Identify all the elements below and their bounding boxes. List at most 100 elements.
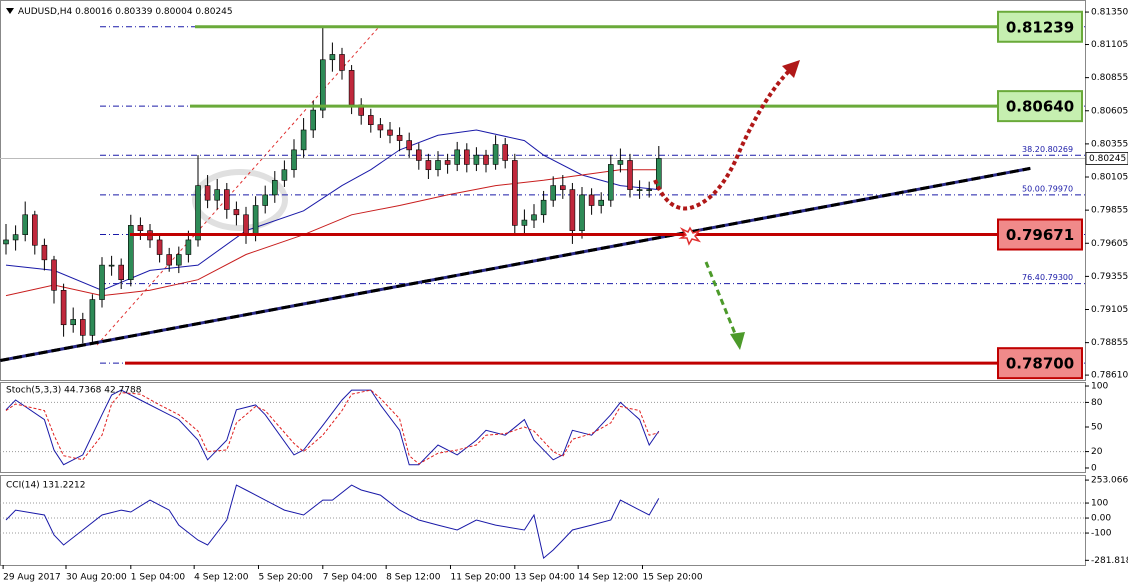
y-tick-label: 0.80105 [1091, 173, 1128, 183]
x-tick-label: 8 Sep 12:00 [386, 573, 441, 583]
cci-frame [0, 475, 1086, 566]
candle-body [319, 59, 326, 111]
candle-body [41, 244, 48, 261]
up-arrow [653, 68, 792, 211]
price-box-label: 0.80245 [1089, 154, 1126, 164]
candle-body [31, 214, 38, 246]
candle-body [502, 144, 509, 161]
candle-body [214, 189, 220, 201]
candle-body [540, 199, 547, 216]
candle-body [137, 225, 144, 231]
header-high: 0.80339 [115, 7, 152, 17]
level-label: 0.80640 [1006, 98, 1074, 116]
line [5, 484, 660, 560]
header: AUDUSD,H4 0.80016 0.80339 0.80004 0.8024… [18, 7, 233, 17]
fib-ratio: 76.4 [1022, 273, 1040, 282]
x-tick-label: 1 Sep 04:00 [131, 573, 186, 583]
x-tick-label: 7 Sep 04:00 [323, 573, 378, 583]
candle-body [396, 134, 403, 141]
trendline-dash [0, 166, 1031, 362]
candle-body [166, 254, 172, 266]
candle-body [598, 199, 605, 206]
candle-body [627, 160, 633, 190]
y-tick-label: 0 [1091, 463, 1097, 473]
candle-body [646, 189, 653, 191]
level-box [997, 218, 1083, 251]
candle-body [233, 209, 240, 216]
candle-body [51, 259, 57, 291]
y-tick-label: 20 [1091, 447, 1103, 457]
y-tick-label: 0.81350 [1091, 8, 1128, 18]
watermark-logo [192, 169, 288, 231]
candle-body [262, 194, 269, 206]
candle-body [271, 180, 278, 196]
y-tick-label: 100 [1091, 499, 1108, 509]
candle-body [463, 149, 470, 165]
fib-diagonal [96, 27, 379, 346]
y-tick-label: 0.00 [1091, 514, 1111, 524]
candle-body [559, 185, 566, 190]
candle-body [339, 54, 345, 71]
candle-body [224, 189, 230, 210]
x-tick-label: 4 Sep 12:00 [194, 573, 249, 583]
candle-body [531, 214, 537, 221]
candle-body [348, 70, 355, 106]
stoch-title: Stoch(5,3,3) 44.7368 42.7788 [6, 386, 142, 396]
candle-body [291, 149, 297, 171]
candle-body [22, 214, 29, 235]
y-tick-label: 50 [1091, 423, 1103, 433]
candle-body [60, 289, 67, 326]
symbol: AUDUSD,H4 [18, 7, 73, 17]
y-tick-label: 0.81105 [1091, 40, 1128, 50]
level-box [997, 90, 1083, 123]
candle-body [108, 264, 115, 267]
line [5, 169, 659, 297]
candle-body [415, 149, 422, 161]
candle-body [492, 144, 499, 165]
y-tick-label: -281.8184 [1091, 556, 1128, 566]
header-close: 0.80245 [195, 7, 232, 17]
candle-body [281, 169, 288, 181]
candle-body [204, 185, 211, 201]
main-frame [0, 0, 1086, 381]
candle-body [80, 319, 86, 336]
candle-body [176, 254, 182, 266]
y-tick-label: -100 [1091, 529, 1112, 539]
fib-ratio: 38.2 [1022, 145, 1040, 154]
dropdown-icon [6, 8, 14, 14]
y-tick-label: 0.80605 [1091, 106, 1128, 116]
level-label: 0.78700 [1006, 355, 1074, 373]
candle-body [252, 205, 259, 235]
y-tick-label: 0.79105 [1091, 305, 1128, 315]
candle-body [550, 185, 557, 201]
level-label: 0.81239 [1006, 18, 1074, 36]
level-label: 0.79671 [1006, 226, 1074, 244]
candle-body [329, 54, 336, 61]
fib-price: 0.79970 [1040, 184, 1073, 193]
fib-price: 0.79300 [1040, 273, 1073, 282]
candle-body [12, 234, 19, 241]
x-tick-label: 29 Aug 2017 [3, 573, 61, 583]
candle-body [617, 160, 624, 165]
candle-body [195, 185, 201, 241]
down-arrow [704, 261, 738, 337]
x-tick-label: 30 Aug 20:00 [66, 573, 127, 583]
breakout-star [678, 226, 702, 246]
cci-title: CCI(14) 131.2212 [6, 481, 86, 491]
level-box [997, 10, 1083, 43]
candle-body [387, 129, 393, 136]
x-tick-label: 14 Sep 12:00 [578, 573, 638, 583]
price-box [1085, 152, 1128, 165]
x-tick-label: 5 Sep 20:00 [258, 573, 313, 583]
candle-body [579, 194, 585, 231]
y-tick-label: 0.79355 [1091, 272, 1128, 282]
candle-body [377, 124, 384, 131]
candle-body [128, 225, 134, 281]
plot-layer: 0.81350 0.81105 0.80855 0.80605 0.80355 0.801… [0, 8, 1128, 583]
candle-body [3, 239, 9, 245]
down-arrow-head [730, 332, 745, 350]
candle-body [367, 115, 374, 125]
candle-body [99, 264, 105, 300]
fib-price: 0.80269 [1040, 145, 1073, 154]
